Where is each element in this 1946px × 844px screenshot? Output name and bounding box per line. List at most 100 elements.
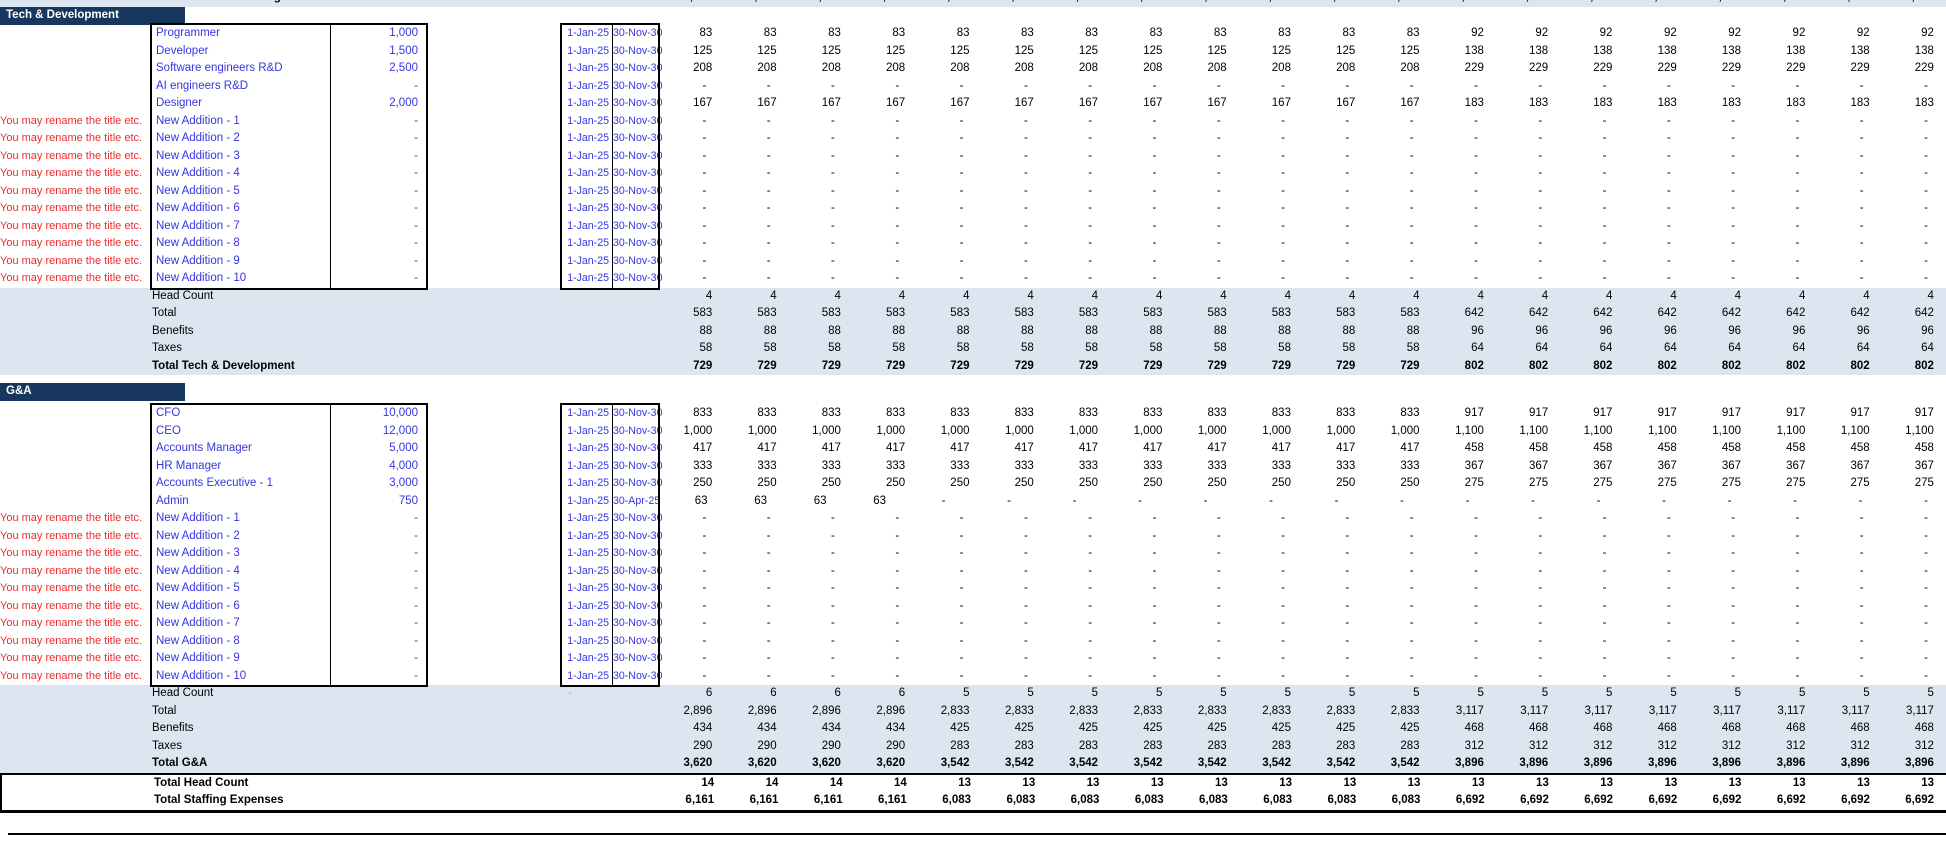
role-salary-cell[interactable]: - bbox=[330, 597, 428, 615]
role-salary-cell[interactable]: - bbox=[330, 182, 428, 200]
role-salary-cell[interactable]: - bbox=[330, 580, 428, 598]
role-salary-cell[interactable]: - bbox=[330, 510, 428, 528]
role-salary-cell[interactable]: - bbox=[330, 112, 428, 130]
end-date-cell[interactable]: 30-Nov-30 bbox=[612, 457, 662, 475]
role-title-cell[interactable]: CFO bbox=[156, 407, 181, 419]
role-title-cell[interactable]: New Addition - 6 bbox=[156, 202, 240, 214]
role-title-cell[interactable]: Accounts Manager bbox=[156, 442, 252, 454]
start-date-cell[interactable]: 1-Jan-25 bbox=[567, 459, 609, 472]
end-date-cell[interactable]: 30-Nov-30 bbox=[612, 475, 662, 493]
role-title-cell[interactable]: New Addition - 9 bbox=[156, 254, 240, 267]
end-date-cell[interactable]: 30-Nov-30 bbox=[612, 217, 662, 235]
start-date-cell[interactable]: 1-Jan-25 bbox=[567, 564, 609, 577]
end-date-cell[interactable]: 30-Nov-30 bbox=[612, 112, 662, 130]
start-date-cell[interactable]: 1-Jan-25 bbox=[567, 547, 609, 559]
end-date-cell[interactable]: 30-Nov-30 bbox=[612, 165, 662, 183]
role-salary-cell[interactable]: 2,000 bbox=[330, 95, 428, 113]
end-date-cell[interactable]: 30-Nov-30 bbox=[612, 147, 662, 165]
role-title-cell[interactable]: New Addition - 7 bbox=[156, 617, 240, 629]
role-title-cell[interactable]: Developer bbox=[156, 44, 209, 57]
role-title-cell[interactable]: New Addition - 2 bbox=[156, 132, 240, 144]
role-title-cell[interactable]: Programmer bbox=[156, 27, 220, 39]
end-date-cell[interactable]: 30-Nov-30 bbox=[612, 25, 662, 43]
role-title-cell[interactable]: Designer bbox=[156, 97, 203, 109]
end-date-cell[interactable]: 30-Nov-30 bbox=[612, 667, 662, 685]
role-title-cell[interactable]: New Addition - 10 bbox=[156, 272, 247, 284]
role-title-cell[interactable]: New Addition - 4 bbox=[156, 167, 240, 179]
end-date-cell[interactable]: 30-Nov-30 bbox=[612, 405, 662, 423]
role-title-cell[interactable]: New Addition - 7 bbox=[156, 219, 240, 232]
end-date-cell[interactable]: 30-Nov-30 bbox=[612, 42, 662, 60]
role-salary-cell[interactable]: - bbox=[330, 667, 428, 685]
start-date-cell[interactable]: 1-Jan-25 bbox=[567, 617, 609, 629]
start-date-cell[interactable]: 1-Jan-25 bbox=[567, 529, 609, 542]
role-title-cell[interactable]: New Addition - 8 bbox=[156, 634, 240, 647]
role-salary-cell[interactable]: - bbox=[330, 562, 428, 580]
end-date-cell[interactable]: 30-Nov-30 bbox=[612, 60, 662, 78]
role-salary-cell[interactable]: 4,000 bbox=[330, 457, 428, 475]
role-title-cell[interactable]: New Addition - 9 bbox=[156, 652, 240, 664]
start-date-cell[interactable]: 1-Jan-25 bbox=[567, 44, 609, 57]
role-salary-cell[interactable]: 1,500 bbox=[330, 42, 428, 60]
start-date-cell[interactable]: 1-Jan-25 bbox=[567, 167, 609, 179]
end-date-cell[interactable]: 30-Nov-30 bbox=[612, 597, 662, 615]
start-date-cell[interactable]: 1-Jan-25 bbox=[567, 79, 609, 92]
role-salary-cell[interactable]: - bbox=[330, 615, 428, 633]
role-salary-cell[interactable]: 3,000 bbox=[330, 475, 428, 493]
end-date-cell[interactable]: 30-Nov-30 bbox=[612, 650, 662, 668]
role-title-cell[interactable]: New Addition - 8 bbox=[156, 237, 240, 249]
start-date-cell[interactable]: 1-Jan-25 bbox=[567, 237, 609, 249]
start-date-cell[interactable]: 1-Jan-25 bbox=[567, 652, 609, 664]
start-date-cell[interactable]: 1-Jan-25 bbox=[567, 424, 609, 437]
end-date-cell[interactable]: 30-Nov-30 bbox=[612, 580, 662, 598]
start-date-cell[interactable]: 1-Jan-25 bbox=[567, 114, 609, 127]
start-date-cell[interactable]: 1-Jan-25 bbox=[567, 442, 609, 454]
role-salary-cell[interactable]: - bbox=[330, 235, 428, 253]
role-salary-cell[interactable]: 10,000 bbox=[330, 405, 428, 423]
end-date-cell[interactable]: 30-Nov-30 bbox=[612, 632, 662, 650]
start-date-cell[interactable]: 1-Jan-25 bbox=[567, 149, 609, 162]
role-salary-cell[interactable]: 5,000 bbox=[330, 440, 428, 458]
start-date-cell[interactable]: 1-Jan-25 bbox=[567, 132, 609, 144]
end-date-cell[interactable]: 30-Nov-30 bbox=[612, 510, 662, 528]
role-salary-cell[interactable]: - bbox=[330, 217, 428, 235]
end-date-cell[interactable]: 30-Nov-30 bbox=[612, 235, 662, 253]
role-salary-cell[interactable]: - bbox=[330, 632, 428, 650]
role-salary-cell[interactable]: - bbox=[330, 200, 428, 218]
start-date-cell[interactable]: 1-Jan-25 bbox=[567, 184, 609, 197]
end-date-cell[interactable]: 30-Nov-30 bbox=[612, 545, 662, 563]
role-salary-cell[interactable]: - bbox=[330, 650, 428, 668]
start-date-cell[interactable]: 1-Jan-25 bbox=[567, 669, 609, 682]
role-salary-cell[interactable]: - bbox=[330, 147, 428, 165]
start-date-cell[interactable]: 1-Jan-25 bbox=[567, 512, 609, 524]
end-date-cell[interactable]: 30-Nov-30 bbox=[612, 252, 662, 270]
end-date-cell[interactable]: 30-Nov-30 bbox=[612, 440, 662, 458]
end-date-cell[interactable]: 30-Nov-30 bbox=[612, 130, 662, 148]
role-title-cell[interactable]: New Addition - 3 bbox=[156, 149, 240, 162]
role-title-cell[interactable]: New Addition - 3 bbox=[156, 547, 240, 559]
role-title-cell[interactable]: New Addition - 10 bbox=[156, 669, 247, 682]
start-date-cell[interactable]: 1-Jan-25 bbox=[567, 582, 609, 594]
end-date-cell[interactable]: 30-Nov-30 bbox=[612, 562, 662, 580]
role-title-cell[interactable]: New Addition - 5 bbox=[156, 582, 240, 594]
role-title-cell[interactable]: New Addition - 4 bbox=[156, 564, 240, 577]
start-date-cell[interactable]: 1-Jan-25 bbox=[567, 477, 609, 489]
role-title-cell[interactable]: Software engineers R&D bbox=[156, 62, 283, 74]
role-title-cell[interactable]: Admin bbox=[156, 494, 189, 507]
role-salary-cell[interactable]: - bbox=[330, 130, 428, 148]
start-date-cell[interactable]: 1-Jan-25 bbox=[567, 494, 609, 507]
role-salary-cell[interactable]: - bbox=[330, 270, 428, 288]
start-date-cell[interactable]: 1-Jan-25 bbox=[567, 27, 609, 39]
role-title-cell[interactable]: New Addition - 1 bbox=[156, 114, 240, 127]
end-date-cell[interactable]: 30-Nov-30 bbox=[612, 270, 662, 288]
start-date-cell[interactable]: 1-Jan-25 bbox=[567, 254, 609, 267]
role-salary-cell[interactable]: 2,500 bbox=[330, 60, 428, 78]
start-date-cell[interactable]: 1-Jan-25 bbox=[567, 634, 609, 647]
start-date-cell[interactable]: 1-Jan-25 bbox=[567, 62, 609, 74]
role-title-cell[interactable]: New Addition - 1 bbox=[156, 512, 240, 524]
role-salary-cell[interactable]: - bbox=[330, 527, 428, 545]
start-date-cell[interactable]: 1-Jan-25 bbox=[567, 407, 609, 419]
role-title-cell[interactable]: HR Manager bbox=[156, 459, 222, 472]
role-salary-cell[interactable]: - bbox=[330, 165, 428, 183]
role-title-cell[interactable]: AI engineers R&D bbox=[156, 79, 249, 92]
